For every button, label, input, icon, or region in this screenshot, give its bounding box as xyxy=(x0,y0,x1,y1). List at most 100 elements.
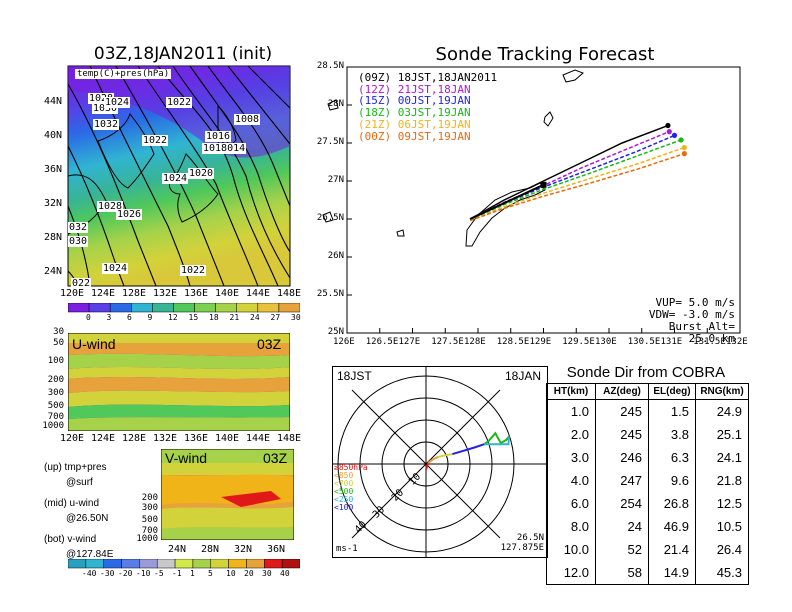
isobar-label: 1022 xyxy=(180,265,207,276)
v-wind-jet-core xyxy=(221,491,281,507)
sonde-table-cell: 24.9 xyxy=(695,399,749,423)
note-mid: (mid) u-wind xyxy=(44,498,100,509)
wind-colorbar-swatch xyxy=(264,559,283,569)
track-endpoint xyxy=(671,132,678,138)
surface-colorbar-swatch xyxy=(131,303,153,313)
tracking-y-tick: 27N xyxy=(327,175,344,185)
sonde-table-cell: 46.9 xyxy=(648,515,696,538)
surface-y-tick: 32N xyxy=(44,198,63,209)
isobar-label: 030 xyxy=(68,236,89,247)
sonde-table-cell: 8.0 xyxy=(546,515,596,538)
sonde-table-cell: 12.0 xyxy=(546,561,596,585)
u-wind-y-tick: 50 xyxy=(53,338,64,348)
isobars xyxy=(67,65,291,287)
surface-x-tick: 140E xyxy=(215,288,240,299)
hodo-units: ms-1 xyxy=(336,544,358,554)
tracking-y-tick: 25N xyxy=(327,327,344,337)
track-legend: (09Z) 18JST,18JAN2011 (12Z) 21JST,18JAN (1… xyxy=(358,72,497,142)
surface-colorbar-swatch xyxy=(68,303,90,313)
sonde-table-cell: 1.0 xyxy=(546,399,596,423)
sonde-table: HT(km) AZ(deg) EL(deg) RNG(km) 1.0 245 1.5 24.… xyxy=(546,383,749,585)
surface-colorbar-label: 0 xyxy=(86,313,91,322)
u-wind-y-tick: 300 xyxy=(47,388,64,398)
isobar-label: 1024 xyxy=(162,173,189,184)
hodo-trace-segment xyxy=(483,431,510,445)
surface-colorbar-label: 27 xyxy=(270,313,281,322)
track-legend-item: (18Z) 03JST,19JAN xyxy=(358,106,471,120)
wind-colorbar-label: -10 xyxy=(136,569,151,578)
surface-colorbar-swatch xyxy=(257,303,280,313)
v-wind-y-tick: 500 xyxy=(141,515,158,525)
track-legend-item: (00Z) 09JST,19JAN xyxy=(358,129,471,143)
v-wind-title: V-wind xyxy=(165,450,208,466)
hodo-date: 18JAN xyxy=(505,369,542,383)
tracking-x-tick: 128E xyxy=(464,337,486,347)
isobar-label: 1022 xyxy=(142,135,169,146)
wind-colorbar-swatch xyxy=(192,559,212,569)
tracking-x-tick: 127.5E xyxy=(431,337,464,347)
track-endpoint xyxy=(678,137,684,143)
vdw-value: VDW= -3.0 m/s xyxy=(648,308,735,321)
hodo-level-legend-item: <250 xyxy=(334,495,354,504)
wind-colorbar-label: -30 xyxy=(100,569,115,578)
isobar-label: 1024 xyxy=(104,97,131,108)
hodograph xyxy=(332,366,548,558)
tracking-x-tick: 126E xyxy=(333,337,355,347)
note-mid-level: @26.50N xyxy=(66,513,109,524)
sonde-table-cell: 45.3 xyxy=(695,561,749,585)
surface-x-tick: 128E xyxy=(122,288,147,299)
wind-colorbar xyxy=(68,559,300,569)
u-wind-y-tick: 500 xyxy=(47,401,64,411)
hodo-trace-segment xyxy=(427,456,439,464)
isobar-label: 1028 xyxy=(88,93,115,104)
surface-map-title: 03Z,18JAN2011 (init) xyxy=(93,44,273,64)
wind-colorbar-label: 1 xyxy=(190,569,195,578)
surface-x-tick: 124E xyxy=(91,288,116,299)
isobar-label: 1020 xyxy=(188,168,215,179)
surface-x-tick: 144E xyxy=(246,288,271,299)
hodo-trace-segment xyxy=(484,436,510,446)
sonde-table-title: Sonde Dir from COBRA xyxy=(566,364,726,381)
v-wind-x-tick: 28N xyxy=(201,544,220,555)
track-series-line xyxy=(469,152,685,222)
u-wind-y-tick: 100 xyxy=(47,356,64,366)
vup-value: VUP= 5.0 m/s xyxy=(655,296,735,309)
surface-colorbar-label: 3 xyxy=(106,313,112,322)
track-legend-item: (15Z) 00JST,19JAN xyxy=(358,94,471,108)
sonde-table-cell: 1.5 xyxy=(648,399,696,423)
isobar-label: 1028 xyxy=(97,201,124,212)
tracking-y-tick: 27.5N xyxy=(316,137,344,147)
surface-legend-text: temp(C)+pres(hPa) xyxy=(75,69,172,79)
tracking-x-tick: 126.5E xyxy=(365,337,399,347)
track-endpoint xyxy=(665,122,671,129)
sonde-table-cell: 246 xyxy=(595,446,649,469)
wind-colorbar-swatch xyxy=(121,559,140,569)
surface-colorbar-label: 30 xyxy=(291,313,301,322)
launch-segment xyxy=(469,183,544,220)
track-legend-item: (09Z) 18JST,18JAN2011 xyxy=(358,71,498,84)
tracking-x-tick: 129.5E xyxy=(562,337,595,347)
surface-colorbar-label: 15 xyxy=(188,313,199,322)
hodo-level-legend-item: <100 xyxy=(334,503,354,512)
track-series-line xyxy=(469,130,670,220)
tracking-x-tick: 131.5E xyxy=(693,337,726,347)
surface-y-tick: 44N xyxy=(44,96,63,107)
wind-colorbar-swatch xyxy=(210,559,229,569)
surface-y-tick: 28N xyxy=(44,232,63,243)
tracking-x-tick: 129E xyxy=(529,337,552,347)
track-series-line xyxy=(469,139,682,221)
isobar-label: 032 xyxy=(68,222,89,233)
isobar-label: 1016 xyxy=(205,131,232,142)
wind-colorbar-swatch xyxy=(156,559,176,569)
u-wind-y-tick: 30 xyxy=(53,327,64,337)
u-wind-x-tick: 128E xyxy=(122,433,147,444)
isobar-label: 1032 xyxy=(93,119,120,130)
wind-colorbar-label: 40 xyxy=(280,569,290,578)
surface-colorbar-swatch xyxy=(173,303,195,313)
main-title: Sonde Tracking Forecast xyxy=(435,44,655,65)
tracking-y-tick: 28N xyxy=(327,99,344,109)
isobar-label: 1026 xyxy=(116,209,143,220)
track-endpoint xyxy=(681,144,687,151)
surface-colorbar-swatch xyxy=(109,303,132,313)
u-wind-time: 03Z xyxy=(257,336,282,352)
